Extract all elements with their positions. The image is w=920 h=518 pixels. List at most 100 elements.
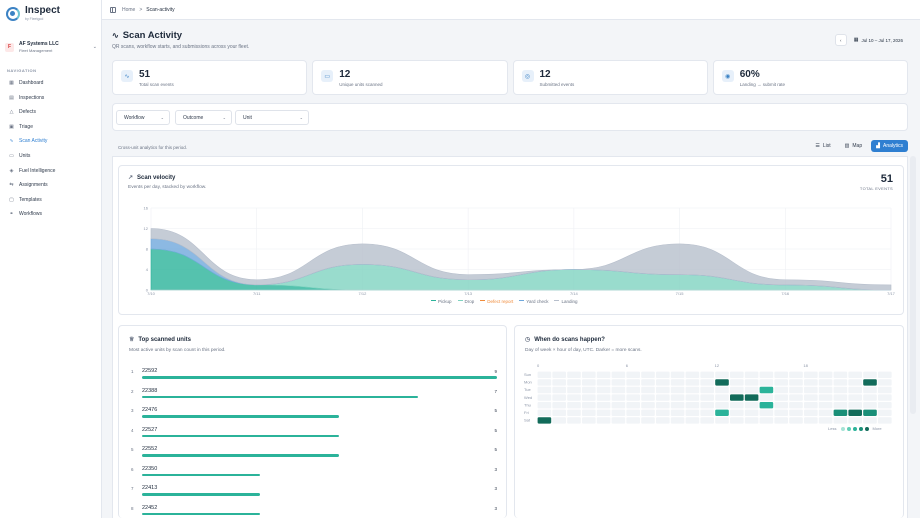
sidebar-item-label: Assignments [19,182,48,189]
sidebar-item-scan-activity[interactable]: ∿ Scan Activity [4,135,98,147]
tab-analytics[interactable]: ▟ Analytics [871,140,908,152]
list-item[interactable]: 8 22452 3 [131,504,497,518]
heatmap-cell [656,402,670,409]
heatmap-cell-active[interactable] [759,402,774,409]
sidebar-toggle-icon[interactable] [110,6,116,13]
unit-id: 22476 [142,407,158,413]
sidebar-item-defects[interactable]: △ Defects [4,106,98,118]
heatmap-cell [567,371,581,378]
sidebar-item-workflows[interactable]: ⚭ Workflows [4,208,98,220]
heatmap-cell-active[interactable] [537,417,552,424]
x-tick-label: 7/12 [359,291,368,296]
heatmap-cell [626,371,640,378]
heatmap-cell [656,394,670,401]
heatmap-cell [863,386,877,394]
sidebar-item-inspections[interactable]: ▤ Inspections [4,92,98,104]
unit-filter[interactable]: Unit ⌄ [235,110,309,125]
heatmap-cell [878,417,892,424]
legend-item[interactable]: Yard check [519,299,548,304]
heatmap-cell [626,379,640,386]
list-item[interactable]: 4 22527 5 [131,427,497,444]
heatmap-cell [596,386,611,394]
legend-item[interactable]: Drop [457,299,474,304]
legend-swatch [431,300,436,303]
sidebar-item-triage[interactable]: ▣ Triage [4,121,98,133]
heatmap-cell [804,379,818,386]
heatmap-cell [833,394,848,401]
app-logo[interactable]: Inspect by Fleetgod [6,6,60,21]
list-item[interactable]: 7 22413 3 [131,485,497,502]
list-item[interactable]: 2 22388 7 [131,388,497,405]
sidebar-item-units[interactable]: ▭ Units [4,150,98,162]
heatmap-cell [641,394,655,401]
stat-card-submitted: ◎ 12 Submitted events [512,60,708,95]
heatmap-cell [552,379,566,386]
heatmap-cell-active[interactable] [730,394,744,401]
scrollbar-track[interactable] [910,156,916,414]
heatmap-cell [656,371,670,378]
heatmap-cell-active[interactable] [848,409,862,416]
heatmap-cell [774,394,788,401]
tab-map[interactable]: ▥ Map [840,140,867,152]
workflow-filter[interactable]: Workflow ⌄ [116,110,170,125]
heatmap-cell-active[interactable] [759,386,774,394]
breadcrumb-home[interactable]: Home [122,6,136,13]
heatmap-cell [700,394,714,401]
day-label: Sun [524,372,531,377]
legend-item[interactable]: Pickup [431,299,452,304]
heatmap-cell [567,402,581,409]
heatmap-cell [670,409,685,416]
unit-rank: 5 [131,447,134,452]
heatmap-cell [833,402,848,409]
swap-icon: ⇆ [9,182,14,189]
list-item[interactable]: 6 22350 3 [131,466,497,483]
org-switcher[interactable]: F AF Systems LLC Fleet Management ⌄ [5,38,97,56]
legend-item[interactable]: Landing [554,299,578,304]
date-range-picker[interactable]: ▦ Jul 10 – Jul 17, 2026 [849,34,908,46]
outcome-filter[interactable]: Outcome ⌄ [175,110,232,125]
heatmap-title: ◷ When do scans happen? [525,336,605,344]
heatmap-cell-active[interactable] [863,409,877,416]
heatmap-cell [774,402,788,409]
heatmap-cell [656,379,670,386]
heatmap-cell [537,386,552,394]
list-item[interactable]: 3 22476 5 [131,407,497,424]
heatmap-cell [700,402,714,409]
heatmap-cell [656,386,670,394]
heatmap-cell-active[interactable] [744,394,759,401]
heatmap-cell-active[interactable] [863,379,877,386]
heatmap-cell [744,402,759,409]
y-tick-label: 4 [146,267,149,272]
tab-list[interactable]: ☰ List [810,140,835,152]
unit-id: 22452 [142,504,158,511]
unit-count-bar [142,454,340,457]
top-units-subtitle: Most active units by scan count in this … [129,348,226,353]
heatmap-cell-active[interactable] [715,379,729,386]
heatmap-cell [641,417,655,424]
chart-icon: ▟ [876,143,880,149]
sidebar-item-assignments[interactable]: ⇆ Assignments [4,179,98,191]
view-tabs: ☰ List ▥ Map ▟ Analytics [810,140,908,152]
logo-icon [6,6,20,21]
heatmap-cell [670,371,685,378]
heatmap-cell [848,379,862,386]
sidebar-item-templates[interactable]: ▢ Templates [4,194,98,206]
heatmap-cell-active[interactable] [715,409,729,416]
heatmap-cell-active[interactable] [833,409,848,416]
sidebar-item-fuel-intelligence[interactable]: ◈ Fuel Intelligence [4,165,98,177]
list-item[interactable]: 1 22592 9 [131,368,497,385]
scan-velocity-card: ↗ Scan velocity Events per day, stacked … [118,165,904,315]
list-item[interactable]: 5 22552 5 [131,446,497,463]
heatmap-cell [596,409,611,416]
sidebar-item-dashboard[interactable]: ▦ Dashboard [4,77,98,89]
heatmap-cell [596,394,611,401]
chevron-down-icon: ⌄ [222,115,226,120]
heatmap-cell [744,379,759,386]
legend-swatch [841,426,846,431]
heatmap-cell [833,371,848,378]
series-area-landing[interactable] [150,228,892,291]
heatmap-cell [552,402,566,409]
previous-period-button[interactable]: ‹ [834,34,847,46]
legend-item[interactable]: Defect report [480,299,513,304]
heatmap-cell [567,417,581,424]
